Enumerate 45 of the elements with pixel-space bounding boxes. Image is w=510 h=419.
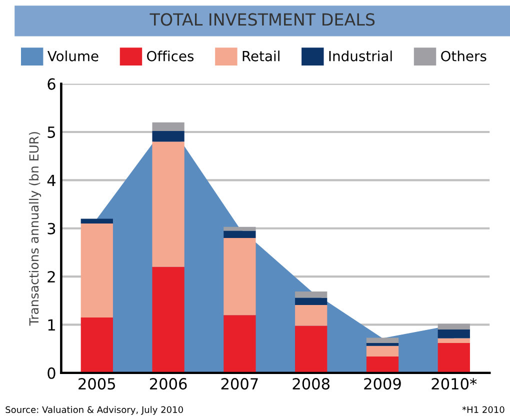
legend-label: Others [441, 50, 486, 62]
bar [438, 338, 470, 344]
x-tick-label: 2010* [432, 378, 477, 390]
x-tick-label: 2005 [78, 378, 116, 390]
bar [366, 346, 399, 357]
bar [224, 230, 256, 238]
bar [366, 356, 399, 373]
x-tick-label: 2006 [150, 378, 187, 390]
bar [224, 238, 256, 316]
bar [152, 142, 184, 267]
bar [152, 266, 184, 373]
x-tick-label: 2008 [292, 378, 330, 390]
bar [80, 224, 113, 318]
y-tick-label: 4 [47, 174, 56, 186]
legend-label: Industrial [329, 50, 392, 62]
chart-title: TOTAL INVESTMENT DEALS [150, 13, 375, 26]
bar [295, 326, 328, 373]
y-tick-label: 2 [48, 271, 55, 282]
y-tick-label: 5 [48, 126, 56, 138]
bar [366, 338, 399, 344]
x-tick-label: 2009 [364, 378, 401, 390]
y-tick-label: 3 [48, 222, 56, 234]
y-tick-label: 1 [48, 319, 55, 331]
bar [80, 218, 113, 224]
bar [152, 131, 184, 142]
bar [80, 317, 113, 373]
y-axis-title: Transactions annually (bn EUR) [28, 132, 42, 326]
bar [438, 343, 470, 373]
bar [152, 122, 184, 132]
bar [438, 330, 470, 338]
bar [438, 324, 470, 330]
bar [224, 315, 256, 373]
legend-label: Volume [47, 50, 98, 62]
bar [295, 304, 328, 326]
bar [295, 298, 328, 305]
source-note: Source: Valuation & Advisory, July 2010 [6, 406, 183, 415]
bar [295, 291, 328, 298]
x-tick-label: 2007 [221, 378, 258, 390]
text: *H1 2010 [462, 406, 504, 414]
legend-label: Retail [242, 50, 280, 62]
legend-label: Offices [147, 50, 194, 62]
bar [366, 343, 399, 346]
y-tick-label: 6 [48, 78, 56, 90]
y-tick-label: 0 [48, 367, 56, 379]
bar [224, 226, 256, 231]
